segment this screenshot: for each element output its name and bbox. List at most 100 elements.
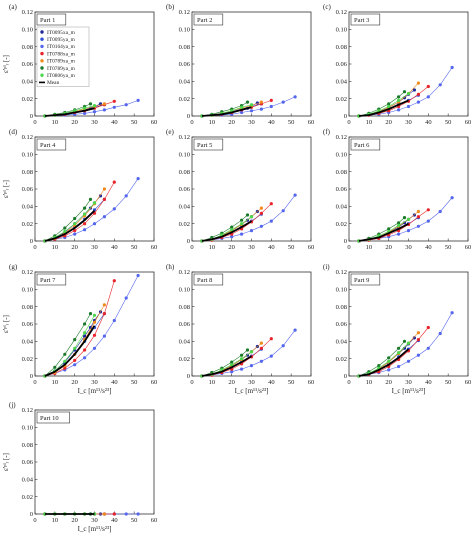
x-tick-label: 40 xyxy=(268,379,275,386)
series-line xyxy=(358,93,409,117)
data-point xyxy=(450,196,454,200)
x-tick-label: 10 xyxy=(52,379,59,386)
x-tick-label: 30 xyxy=(91,379,98,386)
x-tick-label: 0 xyxy=(347,119,350,126)
data-point xyxy=(83,334,87,338)
legend-entry: IT0788xa_m xyxy=(47,51,76,57)
data-point xyxy=(259,107,263,111)
data-point xyxy=(438,83,442,87)
y-tick-label: 0 xyxy=(30,373,33,380)
y-tick-label: 0.08 xyxy=(22,44,33,51)
legend-swatch xyxy=(40,44,44,49)
series-line xyxy=(201,194,296,242)
data-point xyxy=(240,110,244,115)
data-point xyxy=(249,215,254,219)
series-line xyxy=(358,348,410,377)
data-point xyxy=(102,215,106,219)
data-point xyxy=(92,313,97,317)
y-tick-label: 0.12 xyxy=(22,269,33,276)
chart-panel: 0 0.02 0.04 0.06 0.08 0.10 0.12 0 10 20 30 40 50 60 (d… xyxy=(2,128,157,251)
data-point xyxy=(426,325,430,330)
legend-entry: IT0095xa_m xyxy=(47,30,76,36)
part-label-box xyxy=(193,138,224,151)
data-point xyxy=(249,350,254,354)
y-tick-label: 0.02 xyxy=(336,356,347,363)
data-point xyxy=(102,108,106,112)
x-tick-label: 10 xyxy=(366,244,373,251)
data-point xyxy=(269,104,273,109)
y-tick-label: 0.02 xyxy=(179,96,190,103)
data-point xyxy=(230,228,234,232)
x-axis-title: I_c [m¹¹/s²³] xyxy=(78,525,112,533)
data-point xyxy=(397,98,401,102)
data-point xyxy=(402,339,407,343)
data-point xyxy=(406,359,411,363)
legend-entry: Mean xyxy=(47,80,60,86)
x-tick-label: 0 xyxy=(33,119,36,126)
data-point xyxy=(63,352,67,356)
x-tick-label: 50 xyxy=(445,379,452,386)
series-line xyxy=(44,202,95,242)
data-point xyxy=(136,98,140,102)
series-line xyxy=(358,222,409,242)
legend-entry: IT0095ya_m xyxy=(47,37,76,43)
series-line xyxy=(44,199,91,242)
part-label: Part 8 xyxy=(197,277,212,284)
x-tick-label: 60 xyxy=(465,379,472,386)
y-tick-label: 0.10 xyxy=(22,287,33,294)
chart-panel: 0 0.02 0.04 0.06 0.08 0.10 0.12 0 10 20 30 40 50 60 (i… xyxy=(323,263,471,395)
y-tick-label: 0.06 xyxy=(22,186,34,193)
y-tick-label: 0 xyxy=(30,113,33,120)
data-point xyxy=(112,279,116,283)
y-tick-label: 0.04 xyxy=(179,339,191,346)
data-point xyxy=(83,106,87,110)
data-point xyxy=(88,312,93,316)
series-line xyxy=(358,99,409,117)
x-tick-label: 60 xyxy=(465,244,472,251)
data-point xyxy=(249,229,254,233)
y-tick-label: 0 xyxy=(344,373,347,380)
data-point xyxy=(63,226,67,230)
data-point xyxy=(92,201,97,205)
chart-panel: 0 0.02 0.04 0.06 0.08 0.10 0.12 0 10 20 30 40 50 60 (f… xyxy=(323,128,471,251)
data-point xyxy=(240,353,244,357)
chart-panel: 0 0.02 0.04 0.06 0.08 0.10 0.12 0 10 20 30 40 50 60 (a… xyxy=(2,3,157,126)
x-tick-label: 30 xyxy=(405,244,412,251)
plot-frame xyxy=(191,136,312,242)
series-line xyxy=(201,329,296,377)
y-tick-label: 0.08 xyxy=(179,169,190,176)
data-point xyxy=(269,202,273,206)
data-point xyxy=(397,108,401,112)
y-tick-label: 0.06 xyxy=(22,321,34,328)
data-point xyxy=(98,194,103,198)
data-point xyxy=(230,235,234,239)
x-tick-label: 20 xyxy=(385,244,392,251)
x-tick-label: 10 xyxy=(52,517,59,524)
y-axis-title: ε'ᵖˡᵣ [-] xyxy=(2,55,10,73)
chart-panel: 0 0.02 0.04 0.06 0.08 0.10 0.12 0 10 20 30 40 50 60 (e… xyxy=(166,128,314,251)
x-tick-label: 20 xyxy=(71,244,78,251)
series-line xyxy=(201,355,252,377)
series-line xyxy=(201,106,252,117)
y-tick-label: 0.04 xyxy=(179,79,191,86)
data-point xyxy=(281,209,285,213)
x-tick-label: 50 xyxy=(131,244,138,251)
x-tick-label: 60 xyxy=(151,119,158,126)
part-label: Part 5 xyxy=(197,142,212,149)
data-point xyxy=(259,206,263,210)
data-point xyxy=(416,92,420,96)
y-tick-label: 0.08 xyxy=(179,304,190,311)
data-point xyxy=(112,180,116,184)
part-label: Part 7 xyxy=(40,277,56,284)
legend-swatch xyxy=(40,73,44,77)
data-point xyxy=(269,354,273,358)
data-point xyxy=(112,318,116,323)
x-tick-label: 20 xyxy=(71,379,78,386)
plot-frame xyxy=(34,271,155,377)
data-point xyxy=(397,346,401,350)
x-tick-label: 10 xyxy=(209,379,216,386)
data-point xyxy=(450,65,454,70)
y-tick-label: 0.06 xyxy=(22,459,34,466)
data-point xyxy=(73,229,77,233)
